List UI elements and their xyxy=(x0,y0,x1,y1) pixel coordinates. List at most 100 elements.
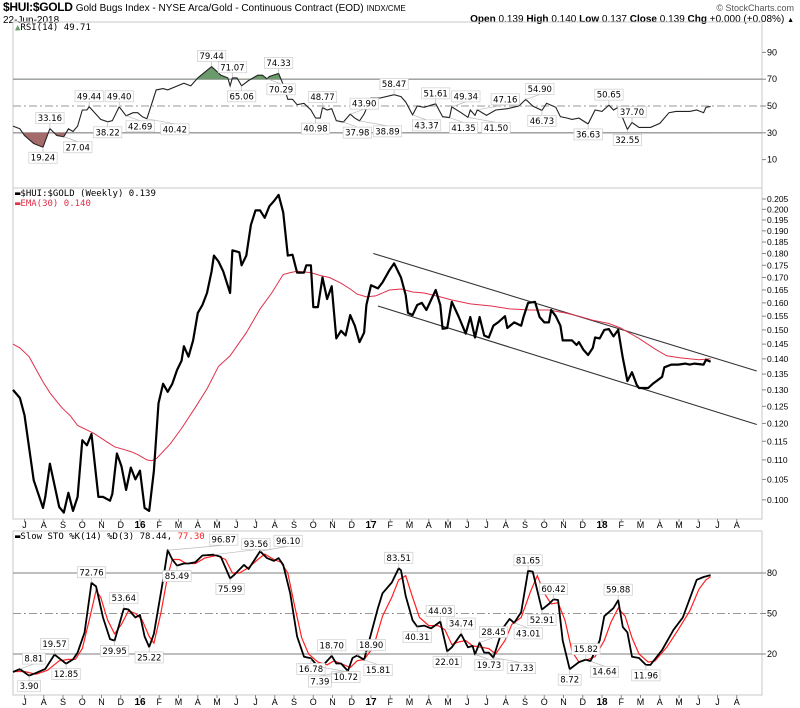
rsi-annotation-pointer xyxy=(63,136,78,143)
sto-annotation-label: 43.01 xyxy=(516,629,540,639)
sto-annotation-label: 8.81 xyxy=(24,655,43,665)
month-label-top: 17 xyxy=(365,520,377,531)
chart-title: $HUI:$GOLD Gold Bugs Index - NYSE Arca/Go… xyxy=(3,1,406,15)
rsi-annotation: 47.16 xyxy=(477,93,520,111)
sto-annotation-box xyxy=(571,643,601,655)
rsi-annotation-box xyxy=(264,57,294,69)
rsi-annotation-box xyxy=(197,50,227,62)
month-label-top: A xyxy=(503,520,509,530)
sto-annotation-label: 18.90 xyxy=(359,641,383,651)
rsi-annotation-label: 48.77 xyxy=(310,93,334,103)
y-tick-label: 0.205 xyxy=(767,194,789,204)
sto-annotation-pointer xyxy=(19,663,34,670)
rsi-annotation: 46.73 xyxy=(527,110,557,127)
rsi-annotation-label: 38.89 xyxy=(375,127,399,137)
open-value: 0.139 xyxy=(498,14,524,25)
sto-annotation-box xyxy=(479,626,509,638)
rsi-annotation-label: 37.98 xyxy=(345,129,369,139)
month-label-top: A xyxy=(426,520,432,530)
rsi-annotation-box xyxy=(266,83,296,96)
sto-annotation-box xyxy=(17,680,41,693)
y-tick-label: 0.120 xyxy=(767,418,789,428)
sto-annotation: 83.51 xyxy=(384,551,414,569)
month-label-bottom: J xyxy=(253,697,258,707)
low-label: Low xyxy=(579,14,600,25)
month-label-bottom: A xyxy=(503,697,509,707)
sto-annotation-box xyxy=(425,605,455,617)
rsi-annotation-label: 58.47 xyxy=(382,80,406,90)
y-tick-label: 70 xyxy=(767,74,777,84)
sto-annotation-label: 10.72 xyxy=(334,673,358,683)
rsi-annotation-box xyxy=(342,126,372,139)
sto-annotation-box xyxy=(273,534,303,547)
month-label-top: J xyxy=(253,520,258,530)
rsi-annotation-pointer xyxy=(477,104,506,111)
rsi-annotation: 36.63 xyxy=(573,123,603,140)
sto-annotation-label: 3.90 xyxy=(20,682,39,692)
rsi-annotation: 38.22 xyxy=(93,121,123,138)
sto-annotation-pointer xyxy=(479,637,494,643)
sto-legend: ▬Slow STO %K(14) %D(3) 78.44, 77.30 xyxy=(15,532,205,542)
month-label-bottom: M xyxy=(213,697,221,707)
rsi-annotation-label: 43.90 xyxy=(352,100,376,110)
rsi-annotation-label: 51.61 xyxy=(424,89,448,99)
rsi-annotation-box xyxy=(349,97,379,110)
y-tick-label: 0.135 xyxy=(767,369,789,379)
rsi-panel-frame xyxy=(12,21,763,189)
month-label-bottom: S xyxy=(522,697,528,707)
sto-annotation-label: 19.73 xyxy=(477,661,501,671)
channel-upper-trendline xyxy=(373,252,757,372)
month-label-top: 18 xyxy=(596,520,608,531)
rsi-annotation-label: 40.98 xyxy=(303,125,327,135)
sto-annotation: 19.57 xyxy=(40,638,70,655)
month-label-top: A xyxy=(41,520,47,530)
sto-legend-d-value: 77.30 xyxy=(177,532,205,542)
month-label-top: J xyxy=(715,520,720,530)
month-label-bottom: A xyxy=(41,697,47,707)
watermark: © StockCharts.com xyxy=(716,3,794,13)
month-label-top: M xyxy=(175,520,183,530)
rsi-annotation-box xyxy=(451,90,481,103)
y-tick-label: 50 xyxy=(767,101,777,111)
sto-annotation-label: 60.42 xyxy=(541,585,565,595)
rsi-annotation: 50.65 xyxy=(594,88,624,106)
rsi-annotation: 74.33 xyxy=(264,57,294,74)
rsi-annotation: 54.90 xyxy=(525,83,555,100)
rsi-annotation-box xyxy=(490,93,520,106)
month-label-bottom: A xyxy=(195,697,201,707)
month-label-bottom: O xyxy=(310,697,317,707)
rsi-annotation: 38.89 xyxy=(359,120,402,137)
sto-annotation-label: 59.88 xyxy=(606,586,630,596)
month-label-bottom: D xyxy=(349,697,356,707)
sto-annotation: 44.03 xyxy=(425,605,455,622)
rsi-annotation-box xyxy=(421,87,451,100)
sto-annotation-label: 29.95 xyxy=(102,647,126,657)
month-label-top: N xyxy=(560,520,567,530)
month-label-top: N xyxy=(98,520,105,530)
month-label-top: J xyxy=(465,520,470,530)
month-label-bottom: M xyxy=(444,697,452,707)
rsi-oversold-fill xyxy=(22,132,67,148)
y-tick-label: 0.165 xyxy=(767,285,789,295)
month-label-bottom: J xyxy=(715,697,720,707)
rsi-annotation: 41.35 xyxy=(449,117,479,134)
sto-annotation: 96.87 xyxy=(167,533,239,551)
rsi-annotation: 40.42 xyxy=(146,118,190,135)
symbol: $HUI:$GOLD xyxy=(3,0,73,14)
sto-annotation-label: 83.51 xyxy=(387,554,411,564)
sto-annotation-label: 34.74 xyxy=(449,620,473,630)
month-label-top: S xyxy=(60,520,66,530)
price-legend-swatch: ▬ xyxy=(15,189,21,199)
sto-annotation-pointer xyxy=(260,545,289,552)
rsi-annotation-pointer xyxy=(126,115,141,122)
sto-annotation: 22.01 xyxy=(432,651,462,668)
month-label-bottom: N xyxy=(329,697,336,707)
month-label-bottom: F xyxy=(619,697,625,707)
rsi-annotation-box xyxy=(74,90,104,103)
y-tick-label: 0.140 xyxy=(767,354,789,364)
y-tick-label: 0.195 xyxy=(767,215,789,225)
low-value: 0.137 xyxy=(601,14,627,25)
rsi-annotation: 32.55 xyxy=(612,129,642,146)
rsi-annotation-pointer xyxy=(449,117,464,123)
month-label-bottom: F xyxy=(388,697,394,707)
